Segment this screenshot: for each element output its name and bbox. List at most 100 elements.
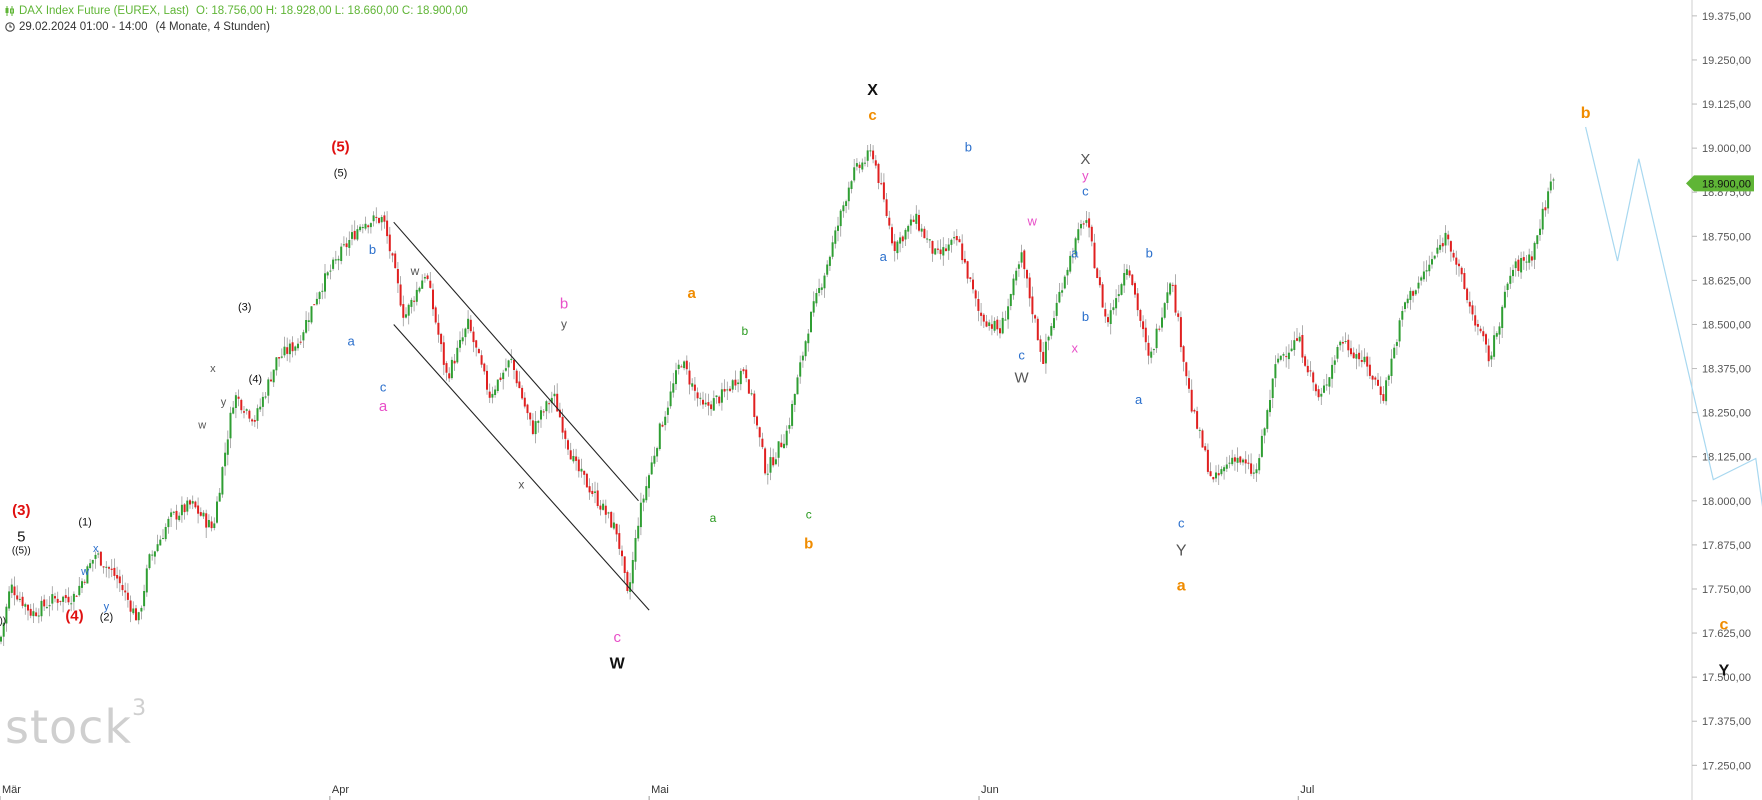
candle-body (1552, 179, 1555, 181)
candle-body (413, 300, 416, 302)
candle-body (248, 410, 251, 419)
candle-body (1344, 341, 1347, 342)
candle-body (1298, 336, 1301, 342)
candle-body (939, 249, 942, 255)
candle-body (48, 605, 51, 607)
candle-body (1150, 351, 1153, 358)
candle-body (677, 364, 680, 369)
candle-body (548, 403, 551, 405)
candle-body (29, 608, 32, 616)
candle-body (1053, 318, 1055, 328)
candle-body (726, 389, 729, 391)
candle-body (1339, 341, 1342, 346)
candle-body (218, 492, 221, 502)
candle-body (523, 397, 526, 407)
candle-body (1012, 278, 1015, 296)
candle-body (982, 314, 985, 322)
candle-body (67, 596, 70, 603)
candle-body (8, 591, 11, 609)
candle-body (1512, 269, 1514, 277)
period-header: 29.02.2024 01:00 - 14:00 (4 Monate, 4 St… (5, 21, 270, 33)
candle-body (764, 448, 767, 474)
wave-label: a (1071, 245, 1079, 260)
candle-body (194, 501, 197, 508)
candle-body (899, 237, 902, 244)
trend-channel-line (393, 221, 639, 502)
candle-body (251, 419, 254, 422)
candle-body (62, 596, 65, 602)
candle-body (891, 227, 893, 244)
candle-body (653, 455, 656, 464)
candle-body (1368, 364, 1371, 376)
candle-body (10, 584, 13, 593)
candle-body (853, 167, 856, 181)
candle-body (796, 377, 799, 395)
wave-label: a (710, 511, 717, 525)
candle-body (1444, 232, 1447, 246)
candle-body (1304, 356, 1307, 366)
candle-body (81, 581, 83, 588)
candle-body (1252, 472, 1255, 474)
candle-body (1055, 302, 1058, 316)
candle-body (504, 368, 507, 371)
candle-body (253, 420, 256, 422)
wave-label: b (560, 296, 568, 313)
candle-body (1190, 389, 1193, 412)
candle-body (615, 523, 618, 535)
candle-body (1185, 362, 1188, 377)
candle-body (89, 563, 92, 568)
candle-body (1266, 410, 1269, 429)
candle-body (1026, 270, 1028, 279)
candle-body (1382, 394, 1385, 401)
wave-label: c (868, 107, 876, 124)
candle-body (972, 279, 974, 290)
candle-body (1404, 302, 1406, 309)
candle-body (912, 219, 915, 222)
candle-body (1439, 244, 1442, 250)
candle-body (1352, 352, 1355, 359)
candle-body (526, 404, 529, 414)
candle-body (234, 395, 237, 408)
candle-body (402, 304, 405, 318)
candle-body (837, 225, 839, 231)
candle-body (969, 277, 972, 279)
candle-body (432, 289, 434, 310)
candle-body (618, 533, 621, 549)
candle-body (297, 343, 299, 349)
candle-body (1325, 384, 1328, 386)
wave-label: (4) (249, 374, 262, 386)
candle-body (86, 566, 89, 584)
candle-body (156, 544, 159, 552)
x-tick-label: Jun (981, 784, 999, 796)
wave-label: (3) (12, 502, 30, 519)
candle-body (739, 370, 742, 385)
candle-body (429, 280, 432, 288)
candle-body (872, 150, 875, 160)
candle-body (1277, 358, 1280, 363)
candle-body (712, 398, 715, 411)
candle-body (928, 239, 931, 241)
candle-body (59, 600, 62, 602)
y-tick-label: 17.250,00 (1702, 760, 1751, 772)
candle-body (1539, 228, 1541, 235)
y-tick-label: 19.000,00 (1702, 143, 1751, 155)
candle-body (926, 238, 929, 240)
candle-body (1009, 294, 1012, 306)
candle-body (126, 592, 129, 600)
candle-body (1482, 331, 1485, 337)
candle-body (953, 237, 956, 239)
candle-body (172, 511, 175, 513)
candle-body (1044, 341, 1047, 364)
candle-body (1142, 321, 1145, 330)
candle-body (364, 223, 367, 229)
candle-body (167, 518, 170, 528)
candle-body (583, 470, 586, 475)
candle-body (1063, 276, 1066, 289)
candle-body (729, 388, 731, 391)
candle-body (162, 538, 164, 540)
candle-body (810, 311, 812, 333)
y-tick-label: 19.125,00 (1702, 99, 1751, 111)
candle-body (259, 406, 262, 410)
candle-body (40, 600, 43, 617)
